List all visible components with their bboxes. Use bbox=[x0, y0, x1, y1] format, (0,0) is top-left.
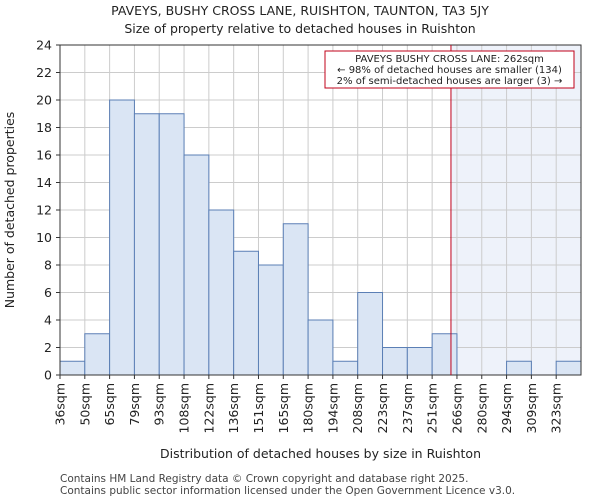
bar-251sqm bbox=[431, 333, 458, 376]
y-tick-label: 8 bbox=[44, 258, 52, 273]
y-tick-label: 12 bbox=[36, 203, 52, 218]
bar-151sqm bbox=[257, 264, 284, 376]
x-tick-label: 208sqm bbox=[350, 383, 365, 433]
y-tick-label: 4 bbox=[44, 313, 52, 328]
x-tick-label: 280sqm bbox=[474, 383, 489, 433]
annotation-line2: ← 98% of detached houses are smaller (13… bbox=[337, 65, 562, 76]
x-tick-label: 309sqm bbox=[524, 383, 539, 433]
bar-108sqm bbox=[183, 154, 210, 376]
bar-294sqm bbox=[506, 360, 532, 376]
bar-79sqm bbox=[133, 113, 160, 376]
bar-194sqm bbox=[332, 360, 359, 376]
x-tick-label: 79sqm bbox=[127, 383, 142, 426]
bar-165sqm bbox=[282, 223, 309, 376]
x-tick-label: 180sqm bbox=[301, 383, 316, 433]
x-tick-label: 36sqm bbox=[53, 383, 68, 426]
bar-93sqm bbox=[158, 113, 185, 376]
x-tick-label: 194sqm bbox=[325, 383, 340, 433]
bar-36sqm bbox=[59, 360, 86, 376]
bar-50sqm bbox=[84, 333, 111, 376]
y-tick-label: 24 bbox=[36, 38, 52, 53]
y-tick-label: 0 bbox=[44, 368, 52, 383]
chart-title-line2: Size of property relative to detached ho… bbox=[124, 21, 476, 36]
x-tick-label: 50sqm bbox=[77, 383, 92, 426]
x-tick-label: 237sqm bbox=[400, 383, 415, 433]
y-tick-label: 22 bbox=[36, 65, 52, 80]
y-tick-label: 18 bbox=[36, 120, 52, 135]
x-tick-label: 266sqm bbox=[449, 383, 464, 433]
x-tick-label: 93sqm bbox=[152, 383, 167, 426]
annotation-line3: 2% of semi-detached houses are larger (3… bbox=[337, 76, 563, 87]
x-tick-label: 108sqm bbox=[177, 383, 192, 433]
bar-180sqm bbox=[307, 319, 334, 376]
annotation-box: PAVEYS BUSHY CROSS LANE: 262sqm ← 98% of… bbox=[324, 50, 575, 89]
y-axis-label: Number of detached properties bbox=[2, 112, 17, 309]
footer-licence: Contains public sector information licen… bbox=[60, 485, 516, 497]
bar-65sqm bbox=[109, 99, 135, 376]
x-tick-label: 223sqm bbox=[375, 383, 390, 433]
bar-237sqm bbox=[406, 347, 433, 376]
bar-323sqm bbox=[555, 360, 582, 376]
y-tick-label: 14 bbox=[36, 175, 52, 190]
x-axis-label: Distribution of detached houses by size … bbox=[160, 446, 481, 461]
bar-223sqm bbox=[382, 347, 408, 376]
x-tick-labels: 36sqm 50sqm 65sqm 79sqm 93sqm 108sqm 122sqm 136… bbox=[53, 375, 564, 433]
y-tick-label: 6 bbox=[44, 285, 52, 300]
y-tick-label: 2 bbox=[44, 340, 52, 355]
annotation-frame bbox=[324, 50, 575, 89]
x-tick-label: 65sqm bbox=[102, 383, 117, 426]
y-tick-label: 16 bbox=[36, 148, 52, 163]
bar-122sqm bbox=[208, 209, 235, 376]
x-tick-label: 294sqm bbox=[499, 383, 514, 433]
x-tick-label: 251sqm bbox=[425, 383, 440, 433]
footer-copyright: Contains HM Land Registry data © Crown c… bbox=[60, 473, 469, 485]
y-tick-label: 20 bbox=[36, 93, 52, 108]
bar-208sqm bbox=[357, 292, 384, 376]
x-tick-label: 122sqm bbox=[201, 383, 216, 433]
annotation-line1: PAVEYS BUSHY CROSS LANE: 262sqm bbox=[355, 54, 544, 65]
chart-title-line1: PAVEYS, BUSHY CROSS LANE, RUISHTON, TAUN… bbox=[111, 3, 489, 18]
x-tick-label: 165sqm bbox=[276, 383, 291, 433]
x-tick-label: 136sqm bbox=[226, 383, 241, 433]
x-tick-label: 151sqm bbox=[251, 383, 266, 433]
x-tick-label: 323sqm bbox=[549, 383, 564, 433]
y-tick-label: 10 bbox=[36, 230, 52, 245]
bar-136sqm bbox=[233, 250, 259, 376]
